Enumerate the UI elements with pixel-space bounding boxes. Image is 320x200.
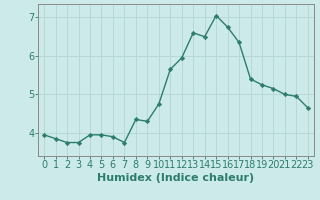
X-axis label: Humidex (Indice chaleur): Humidex (Indice chaleur) [97, 173, 255, 183]
